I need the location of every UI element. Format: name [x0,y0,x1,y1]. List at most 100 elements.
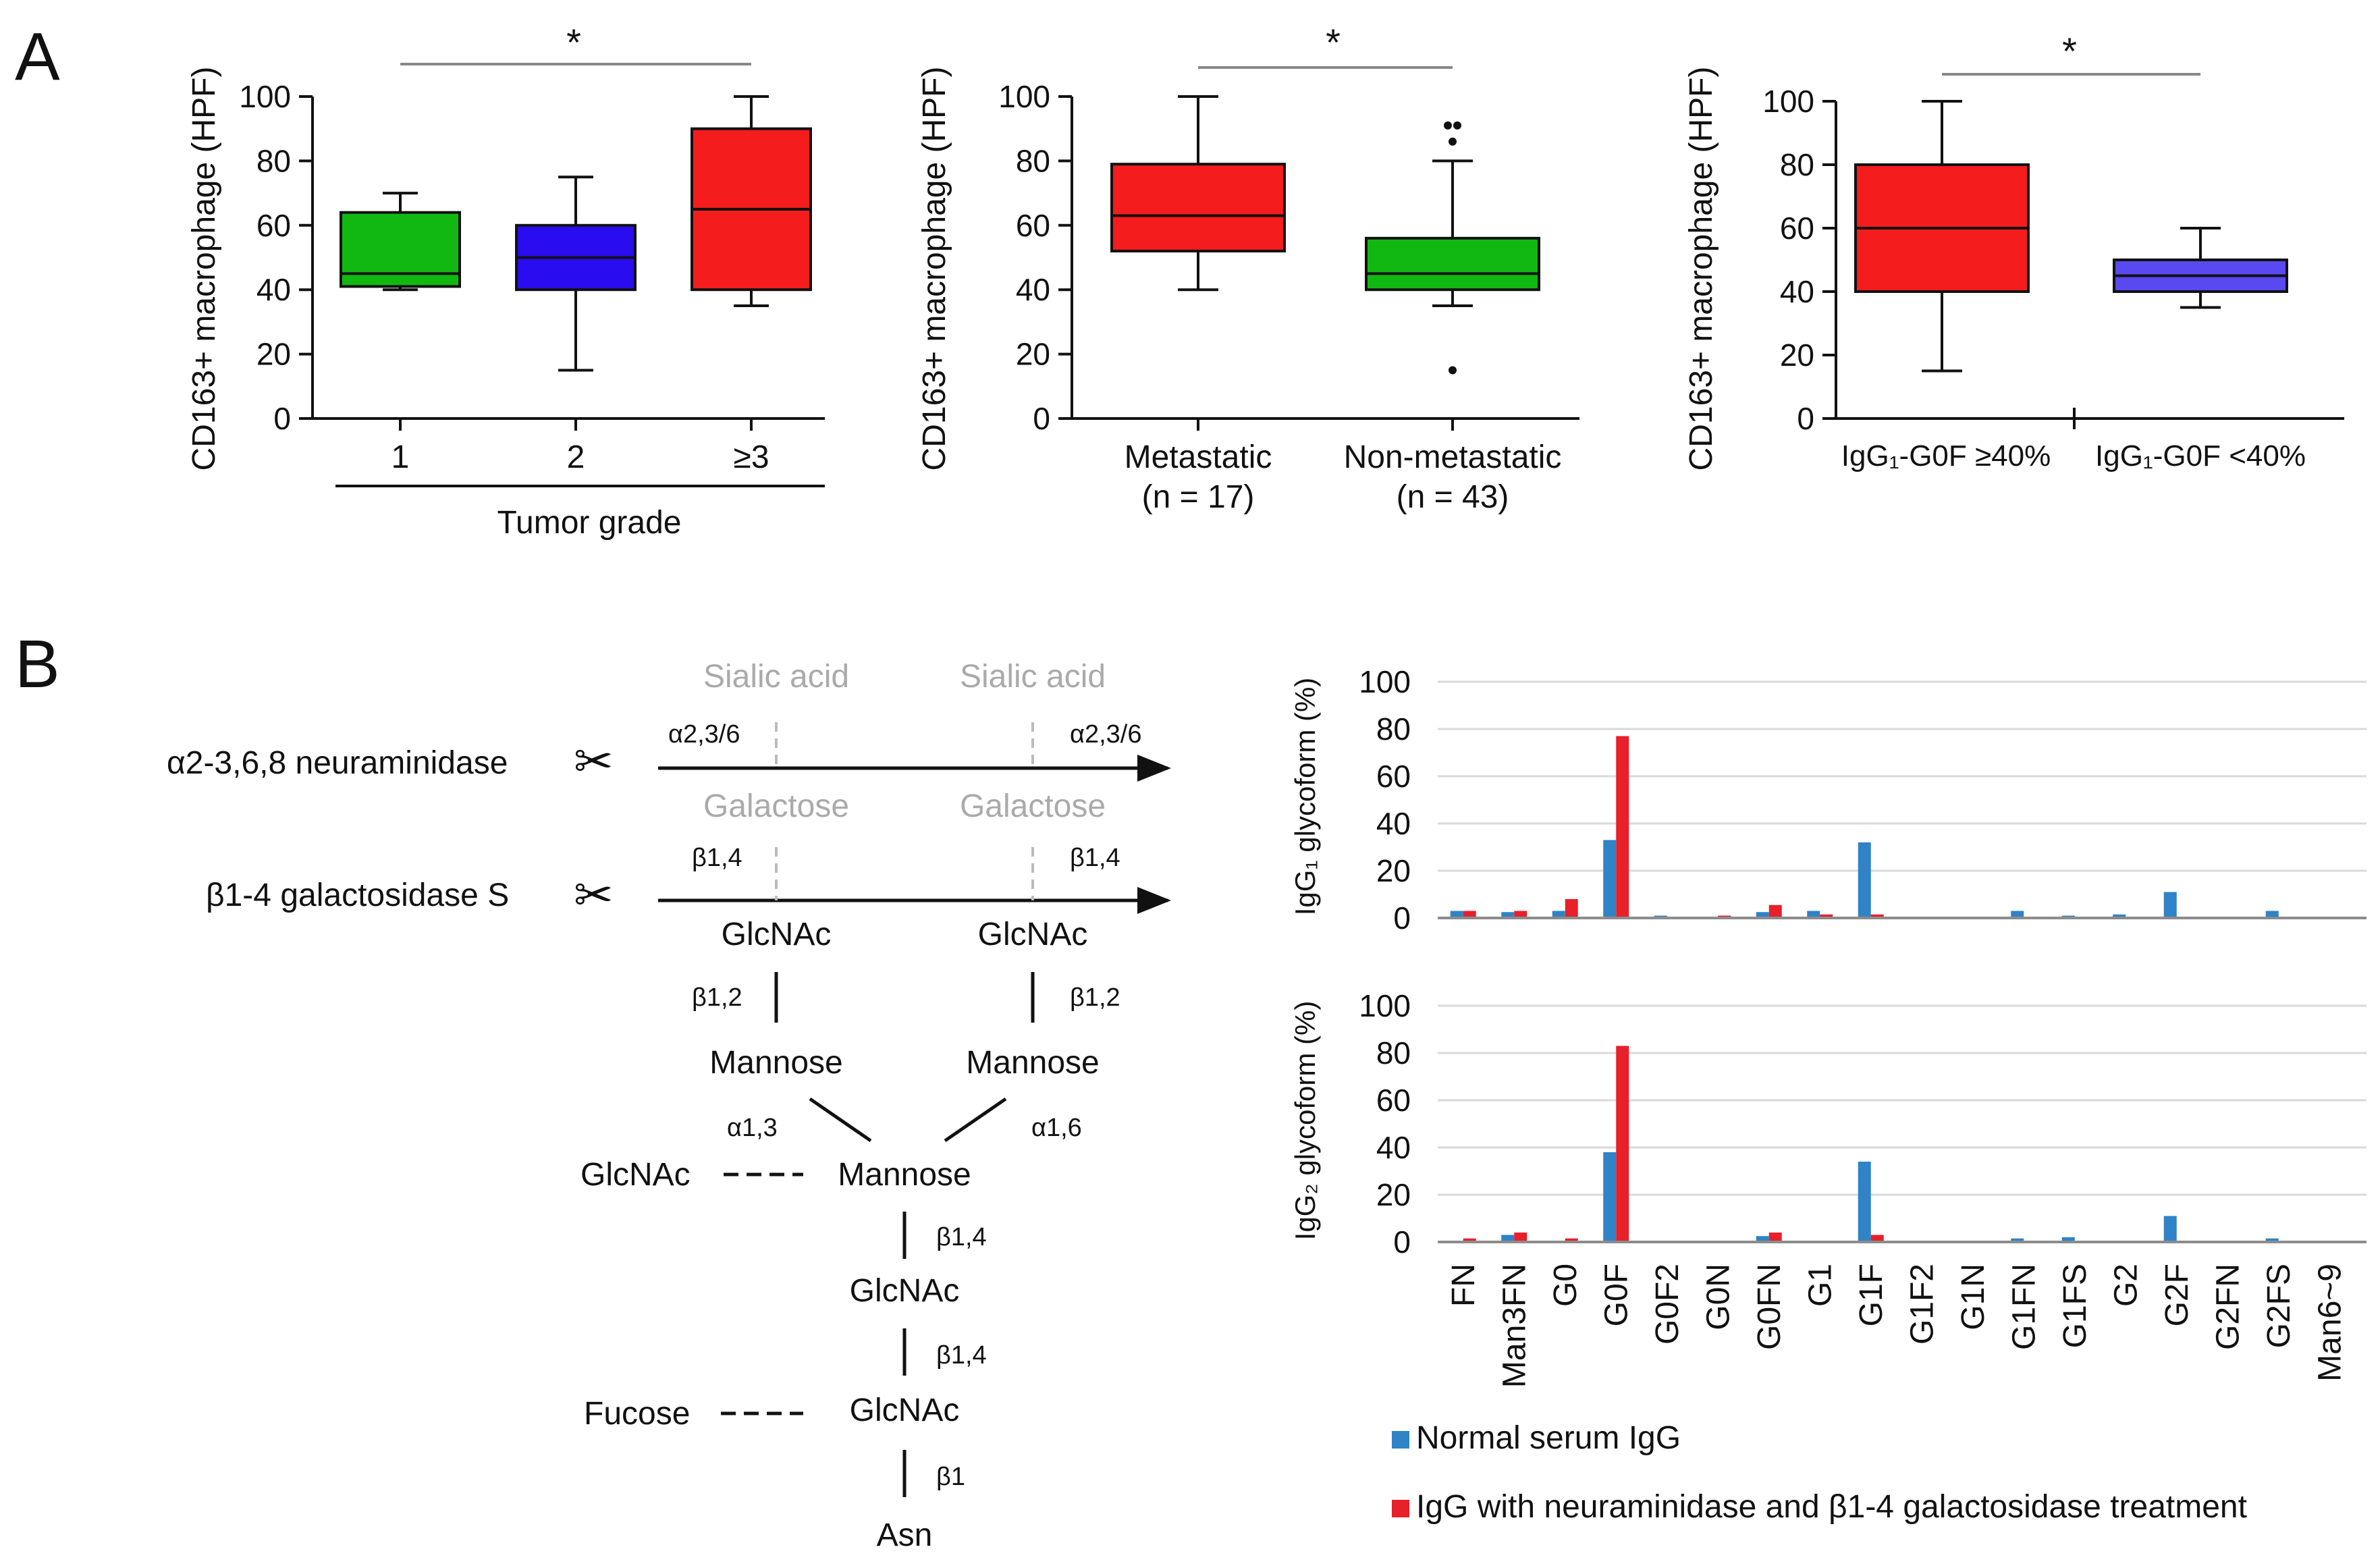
bar-Man3FN-normal [1501,1235,1515,1242]
node-mannose-left: Mannose [709,1045,842,1081]
x-tick-label: Metastatic [1125,439,1272,475]
bar-G2F-normal [2163,892,2177,918]
y-ticks: 0 20 40 60 80 100 [998,79,1072,436]
category-label: G1F [1854,1264,1889,1326]
y-tick-label: 80 [1376,711,1411,747]
bar-G1-treated [1820,914,1833,918]
box-1 [340,192,461,292]
legend-swatch-normal [1392,1431,1409,1449]
x-tick-label: 2 [567,439,585,475]
outlier-point [1453,121,1461,130]
node-asn: Asn [877,1517,933,1553]
bar-FN-treated [1463,911,1476,918]
linkage-a13: α1,3 [727,1114,778,1142]
y-tick-label: 100 [998,79,1050,114]
box-iqr [340,211,461,288]
y-tick-label: 0 [1033,401,1050,436]
y-tick-label: 60 [1780,211,1814,246]
barchart-igg2: IgG₂ glycoform (%) 0 20 40 60 80 100 FN Man3FN… [1289,988,2367,1388]
enzyme-neuraminidase: α2-3,6,8 neuraminidase [167,745,508,781]
x-tick-label: Non-metastatic [1344,439,1562,475]
y-tick-label: 20 [256,337,291,372]
y-tick-label: 100 [1359,664,1411,699]
legend-label-treated: IgG with neuraminidase and β1-4 galactos… [1416,1489,2247,1525]
category-label: G2FN [2210,1264,2246,1350]
x-tick-sublabel: (n = 17) [1142,479,1255,515]
y-axis-label: CD163+ macrophage (HPF) [917,67,952,471]
category-label: G2F [2159,1264,2195,1326]
linkage-a236-right: α2,3/6 [1070,720,1142,749]
bar-G1F-treated [1870,914,1884,918]
y-tick-label: 20 [1016,337,1050,372]
node-sialic-acid-left: Sialic acid [703,659,849,695]
bars [1450,736,2279,918]
bar-FN-treated [1463,1238,1476,1242]
node-galactose-right: Galactose [960,788,1106,824]
category-label: G1F2 [1904,1264,1940,1345]
node-mannose-right: Mannose [966,1045,1099,1081]
node-galactose-left: Galactose [703,788,849,824]
bar-G1-normal [1807,911,1820,918]
category-label: G0F [1598,1264,1634,1326]
bar-Man3FN-treated [1514,1233,1527,1242]
y-tick-label: 20 [1780,337,1814,373]
x-tick-sublabel: (n = 43) [1397,479,1509,515]
y-tick-label: 20 [1376,853,1411,888]
bar-G0F-treated [1616,736,1629,918]
significance-star: * [2062,30,2077,72]
y-tick-label: 40 [256,272,291,307]
y-axis-label: CD163+ macrophage (HPF) [1683,67,1719,471]
y-tick-label: 80 [256,143,291,178]
category-label: G0F2 [1650,1264,1685,1345]
y-tick-label: 80 [1016,143,1050,178]
y-tick-label: 80 [1376,1035,1411,1071]
boxplot-g0f: CD163+ macrophage (HPF) 0 20 40 60 80 100 IgG… [1683,30,2344,472]
category-label: G2 [2108,1264,2144,1307]
y-ticks: 0 20 40 60 80 100 [1762,84,1836,436]
category-label: Man3FN [1496,1264,1532,1388]
bar-G0-normal [1552,911,1565,918]
link-a13 [809,1097,872,1143]
node-glcnac-bisecting: GlcNAc [580,1157,691,1193]
bar-G0FN-treated [1768,904,1782,918]
bars [1450,1046,2279,1242]
bar-G0FN-normal [1756,1236,1769,1242]
legend: Normal serum IgG IgG with neuraminidase … [1392,1420,2247,1525]
node-sialic-acid-right: Sialic acid [960,659,1106,695]
scissors-icon: ✂ [574,869,614,921]
node-glcnac-right: GlcNAc [978,917,1088,952]
y-tick-label: 100 [1762,84,1814,119]
y-axis-label: CD163+ macrophage (HPF) [186,67,222,471]
glycan-diagram: α2-3,6,8 neuraminidase ✂ β1-4 galactosid… [167,659,1171,1553]
box-1 [1110,95,1286,292]
bar-G0-treated [1565,1238,1578,1242]
linkage-a236-left: α2,3/6 [668,720,740,749]
y-tick-label: 40 [1376,806,1411,841]
enzyme-galactosidase: β1-4 galactosidase S [206,877,509,913]
category-label: G1FN [2006,1264,2042,1350]
category-label: G1N [1955,1264,1991,1330]
y-tick-label: 0 [1393,900,1411,936]
category-labels: FN Man3FN G0 G0F G0F2 G0N G0FN G1 G1F G1F2 G1N G1FN… [1446,1264,2348,1388]
y-tick-label: 60 [1016,208,1050,243]
y-tick-label: 40 [1016,272,1050,307]
node-mannose-core: Mannose [838,1157,971,1193]
y-tick-label: 60 [1376,759,1411,794]
bar-G1FN-normal [2011,911,2024,918]
x-tick-label: IgG₁-G0F ≥40% [1841,439,2051,472]
x-tick-label: 1 [391,439,410,475]
y-axis-label: IgG₂ glycoform (%) [1289,1001,1321,1241]
outlier-point [1449,366,1457,375]
bar-G1F-normal [1858,842,1871,918]
outlier-point [1444,121,1452,130]
category-label: Man6~9 [2312,1264,2348,1382]
y-tick-label: 60 [1376,1083,1411,1118]
significance-star: * [566,21,581,63]
linkage-b1: β1 [936,1463,965,1491]
bar-G0F-normal [1603,1152,1617,1242]
bar-G2F-normal [2163,1216,2177,1242]
legend-swatch-treated [1392,1500,1409,1517]
linkage-b12-right: β1,2 [1070,983,1120,1012]
bar-G2FS-normal [2265,1238,2279,1242]
bar-FN-normal [1450,911,1463,918]
